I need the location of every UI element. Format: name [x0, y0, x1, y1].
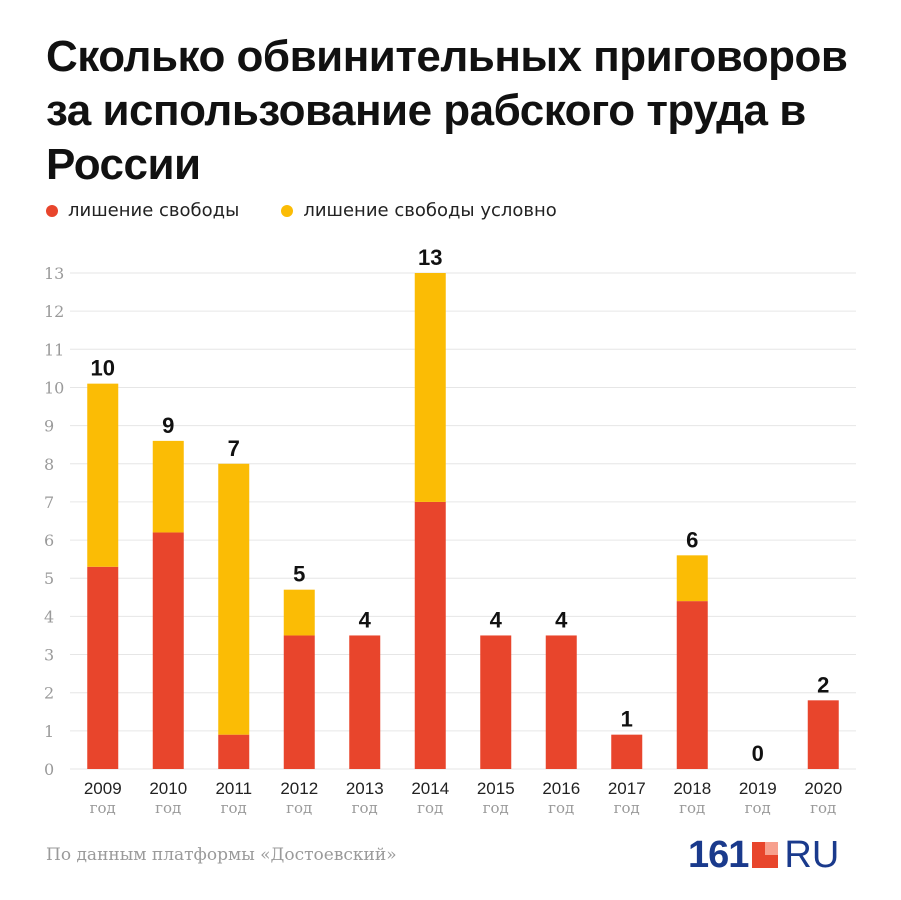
legend-dot-prison — [46, 204, 58, 217]
total-label: 7 — [228, 436, 240, 461]
grid-lines — [70, 272, 856, 770]
y-tick-label: 9 — [44, 417, 54, 436]
x-tick-sublabel: год — [286, 799, 312, 817]
legend: лишение свободы лишение свободы условно — [46, 200, 557, 221]
x-tick-label: 2018 — [673, 779, 711, 798]
source-note: По данным платформы «Достоевский» — [46, 845, 397, 865]
total-label: 2 — [817, 672, 829, 697]
x-tick-label: 2011 — [215, 779, 252, 798]
legend-item-prison: лишение свободы — [46, 200, 239, 221]
total-label: 6 — [686, 527, 698, 552]
total-label: 10 — [91, 356, 115, 381]
x-tick-label: 2020 — [804, 779, 842, 798]
logo-square-icon — [752, 842, 779, 868]
bar-segment-prison — [807, 700, 839, 769]
y-tick-label: 7 — [44, 493, 54, 512]
x-tick-label: 2014 — [411, 779, 449, 798]
bar-segment-suspended — [152, 440, 184, 533]
x-tick-sublabel: год — [614, 799, 640, 817]
bar-segment-prison — [676, 601, 708, 769]
site-logo: 161 RU — [688, 836, 839, 874]
bar-segment-prison — [545, 635, 577, 769]
bar-segment-suspended — [87, 383, 119, 567]
y-tick-label: 3 — [44, 646, 54, 665]
x-tick-label: 2017 — [608, 779, 646, 798]
logo-suffix: RU — [784, 834, 840, 876]
bar-segment-suspended — [218, 463, 250, 735]
y-tick-label: 1 — [44, 722, 54, 741]
legend-item-suspended: лишение свободы условно — [281, 200, 557, 221]
x-tick-sublabel: год — [810, 799, 836, 817]
y-tick-label: 2 — [44, 684, 54, 703]
x-tick-sublabel: год — [483, 799, 509, 817]
bars — [87, 273, 839, 769]
bar-segment-suspended — [676, 555, 708, 602]
x-tick-sublabel: год — [352, 799, 378, 817]
bar-segment-suspended — [414, 273, 446, 502]
x-tick-sublabel: год — [90, 799, 116, 817]
y-tick-label: 10 — [44, 378, 64, 397]
bar-segment-prison — [283, 635, 315, 769]
x-tick-sublabel: год — [679, 799, 705, 817]
x-tick-label: 2012 — [280, 779, 318, 798]
legend-label-suspended: лишение свободы условно — [303, 200, 557, 221]
legend-label-prison: лишение свободы — [68, 200, 240, 221]
x-tick-sublabel: год — [548, 799, 574, 817]
total-label: 4 — [490, 607, 503, 632]
y-tick-label: 8 — [44, 455, 54, 474]
x-tick-sublabel: год — [221, 799, 247, 817]
total-label: 9 — [162, 413, 174, 438]
total-labels: 10 9 7 5 4 13 4 4 1 6 0 2 — [91, 245, 830, 766]
total-label: 4 — [359, 607, 372, 632]
y-tick-label: 4 — [44, 607, 54, 626]
bar-segment-prison — [152, 532, 184, 769]
x-tick-sublabel: год — [155, 799, 181, 817]
bar-segment-suspended — [283, 589, 315, 636]
bar-segment-prison — [480, 635, 512, 769]
bar-segment-prison — [349, 635, 381, 769]
y-tick-label: 13 — [44, 264, 64, 283]
bar-segment-prison — [87, 566, 119, 769]
y-tick-label: 0 — [44, 760, 54, 779]
total-label: 4 — [555, 607, 568, 632]
bar-segment-prison — [611, 734, 643, 769]
x-tick-label: 2016 — [542, 779, 580, 798]
y-tick-label: 6 — [44, 531, 54, 550]
x-tick-label: 2009 — [84, 779, 122, 798]
x-tick-label: 2015 — [477, 779, 515, 798]
total-label: 0 — [752, 741, 764, 766]
x-tick-label: 2019 — [739, 779, 777, 798]
chart-title: Сколько обвинительных приговоров за испо… — [46, 32, 848, 189]
y-tick-label: 11 — [44, 340, 64, 359]
logo-number: 161 — [688, 834, 749, 876]
x-axis: 2009год2010год2011год2012год2013год2014г… — [84, 779, 842, 817]
y-tick-label: 5 — [44, 569, 54, 588]
y-tick-label: 12 — [44, 302, 64, 321]
x-tick-sublabel: год — [417, 799, 443, 817]
x-tick-label: 2013 — [346, 779, 384, 798]
x-tick-label: 2010 — [149, 779, 187, 798]
total-label: 5 — [293, 562, 305, 587]
bar-segment-prison — [414, 501, 446, 769]
x-tick-sublabel: год — [745, 799, 771, 817]
legend-dot-suspended — [281, 204, 294, 217]
bar-segment-prison — [218, 734, 250, 769]
total-label: 13 — [418, 245, 442, 270]
total-label: 1 — [621, 707, 633, 732]
